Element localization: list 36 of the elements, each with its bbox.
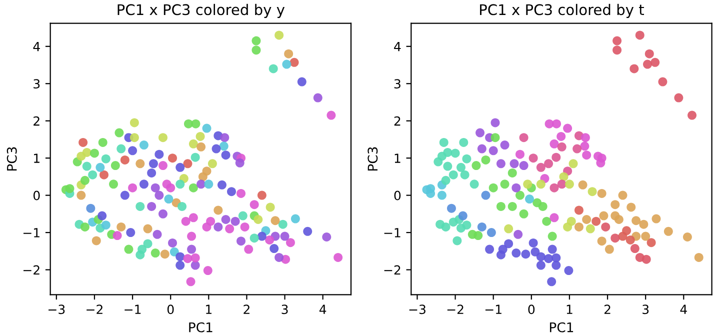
y-tick-label: 3 bbox=[34, 79, 40, 89]
x-tick-label: −1 bbox=[124, 304, 141, 314]
y-tick-label: −2 bbox=[384, 265, 400, 275]
y-tick-label: 2 bbox=[34, 116, 40, 126]
y-tick-label: 3 bbox=[394, 79, 400, 89]
x-tick-label: 1 bbox=[566, 304, 572, 314]
y-tick-label: −2 bbox=[24, 265, 40, 275]
y-tick-label: −1 bbox=[24, 228, 40, 238]
y-axis-title: PC3 bbox=[6, 147, 17, 170]
x-tick-label: 3 bbox=[642, 304, 649, 314]
x-tick-label: 4 bbox=[680, 304, 687, 314]
y-tick-label: 2 bbox=[394, 116, 400, 126]
x-tick-label: −3 bbox=[48, 304, 65, 314]
chart-title: PC1 x PC3 colored by y bbox=[118, 4, 285, 18]
x-tick-label: −2 bbox=[86, 304, 102, 314]
x-axis-title: PC1 bbox=[189, 322, 212, 332]
x-tick-label: 1 bbox=[206, 304, 212, 314]
x-tick-label: −3 bbox=[409, 304, 426, 314]
x-tick-label: 4 bbox=[319, 304, 326, 314]
y-tick-label: 0 bbox=[33, 190, 40, 200]
y-tick-label: 4 bbox=[394, 42, 401, 52]
y-tick-label: 4 bbox=[33, 42, 40, 52]
y-tick-label: 1 bbox=[34, 154, 40, 163]
x-tick-label: 3 bbox=[282, 304, 288, 314]
y-tick-label: −1 bbox=[384, 228, 400, 238]
y-tick-label: 0 bbox=[394, 190, 401, 200]
chart-title: PC1 x PC3 colored by t bbox=[480, 4, 644, 18]
x-tick-label: −1 bbox=[485, 304, 502, 314]
y-tick-label: 1 bbox=[394, 154, 400, 163]
x-tick-label: 2 bbox=[604, 304, 610, 314]
x-axis-title: PC1 bbox=[550, 322, 574, 332]
x-tick-label: 0 bbox=[167, 304, 174, 314]
x-tick-label: 0 bbox=[528, 304, 535, 314]
x-tick-label: −2 bbox=[447, 304, 464, 314]
x-tick-label: 2 bbox=[244, 304, 250, 314]
y-axis-title: PC3 bbox=[368, 147, 378, 170]
